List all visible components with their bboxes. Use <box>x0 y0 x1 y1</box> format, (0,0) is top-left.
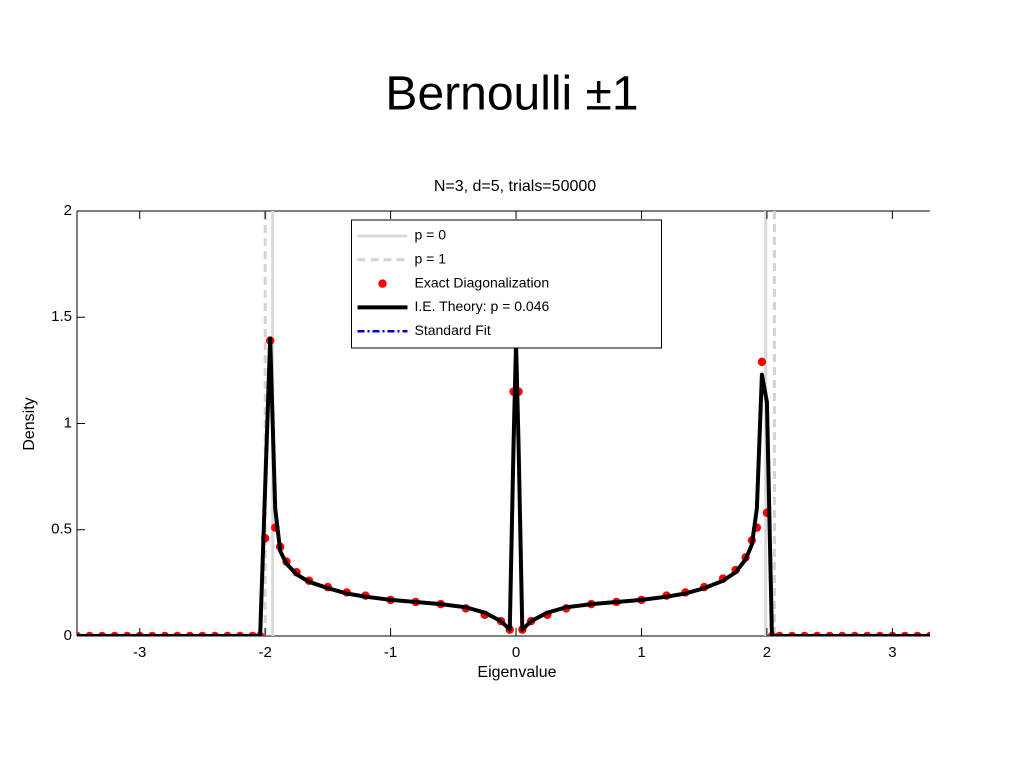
x-tick-label: -2 <box>258 644 271 661</box>
x-tick-label: 1 <box>637 644 645 661</box>
legend-label: Standard Fit <box>415 322 491 338</box>
y-tick-label: 1 <box>64 414 72 431</box>
y-tick-label: 1.5 <box>51 308 72 325</box>
x-tick-label: 0 <box>512 644 520 661</box>
x-tick-label: -3 <box>133 644 146 661</box>
legend-swatch <box>378 279 387 288</box>
x-axis-label: Eigenvalue <box>477 664 556 681</box>
legend-label: p = 1 <box>415 251 447 267</box>
legend-box <box>351 219 662 349</box>
legend: p = 0 p = 1 Exact Diagonalization I.E. Theo… <box>351 219 662 349</box>
x-tick-label: 2 <box>763 644 771 661</box>
plot-area <box>77 211 930 636</box>
y-axis-label: Density <box>21 397 38 450</box>
data-point <box>757 357 767 367</box>
ticks: -3 -2 -1 0 1 2 3 0 0.5 1 1.5 2 <box>51 202 896 661</box>
x-tick-label: 3 <box>888 644 896 661</box>
y-tick-label: 0 <box>64 627 72 644</box>
slide-title: Bernoulli ±1 <box>385 68 638 121</box>
y-tick-label: 0.5 <box>51 521 72 538</box>
legend-label: I.E. Theory: p = 0.046 <box>415 298 550 314</box>
y-tick-label: 2 <box>64 202 72 219</box>
x-tick-label: -1 <box>384 644 397 661</box>
series-line <box>77 336 930 636</box>
legend-label: p = 0 <box>415 227 447 243</box>
chart-title: N=3, d=5, trials=50000 <box>434 178 596 195</box>
legend-label: Exact Diagonalization <box>415 274 550 290</box>
